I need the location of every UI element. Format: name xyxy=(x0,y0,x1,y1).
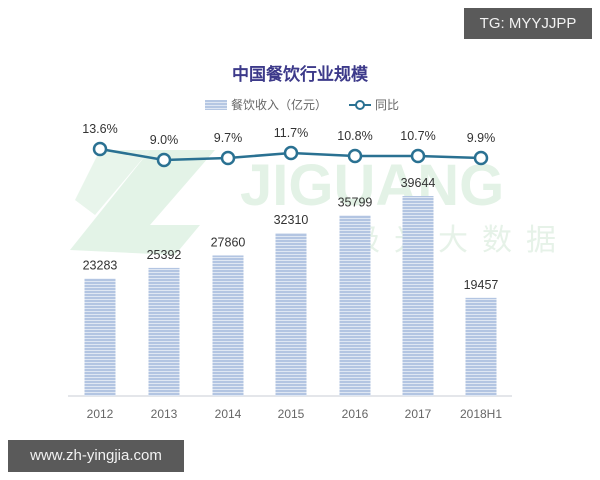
line-point xyxy=(283,145,299,161)
svg-text:JIGUANG: JIGUANG xyxy=(240,153,504,218)
tg-badge: TG: MYYJJPP xyxy=(464,8,592,39)
watermark: JIGUANG 极光大数据 xyxy=(70,150,570,258)
legend: 餐饮收入（亿元） 同比 xyxy=(205,96,399,113)
bar xyxy=(465,297,497,396)
bar xyxy=(84,278,116,396)
x-tick-label: 2017 xyxy=(405,407,432,421)
line-value-label: 9.7% xyxy=(214,131,243,145)
bar-value-label: 32310 xyxy=(274,213,309,227)
line-value-label: 11.7% xyxy=(274,126,309,140)
bar xyxy=(339,215,371,396)
bar xyxy=(212,255,244,396)
x-tick-label: 2012 xyxy=(87,407,114,421)
x-tick-label: 2013 xyxy=(151,407,178,421)
bar-value-label: 19457 xyxy=(464,278,499,292)
bar-value-label: 35799 xyxy=(338,195,373,209)
bar-series: 23283 25392 27860 32310 35799 39644 19457 xyxy=(83,176,499,396)
line-point xyxy=(156,152,172,168)
bar xyxy=(275,232,307,396)
site-badge: www.zh-yingjia.com xyxy=(8,440,184,472)
bar-value-label: 27860 xyxy=(211,235,246,249)
line-point xyxy=(220,150,236,166)
legend-bar-label: 餐饮收入（亿元） xyxy=(231,98,328,112)
line-value-label: 10.8% xyxy=(337,129,372,143)
line-legend-marker-icon xyxy=(349,99,372,110)
x-tick-label: 2015 xyxy=(278,407,305,421)
bar-value-label: 25392 xyxy=(147,248,182,262)
x-tick-label: 2018H1 xyxy=(460,407,502,421)
line-value-label: 9.9% xyxy=(467,131,496,145)
x-tick-label: 2014 xyxy=(215,407,242,421)
bar-legend-swatch-icon xyxy=(205,99,227,110)
chart-title: 中国餐饮行业规模 xyxy=(232,65,368,85)
bar xyxy=(402,196,434,396)
line-series: 13.6% 9.0% 9.7% 11.7% 10.8% 10.7% 9.9% xyxy=(82,122,496,168)
bar-value-label: 23283 xyxy=(83,259,118,273)
x-tick-label: 2016 xyxy=(342,407,369,421)
line-point xyxy=(92,141,108,157)
svg-text:极光大数据: 极光大数据 xyxy=(350,223,570,258)
line-value-label: 13.6% xyxy=(82,122,117,136)
line-point xyxy=(473,150,489,166)
bar xyxy=(148,267,180,396)
legend-line-label: 同比 xyxy=(375,98,400,112)
line-point xyxy=(410,148,426,164)
line-point xyxy=(347,148,363,164)
line-value-label: 9.0% xyxy=(150,133,179,147)
bar-value-label: 39644 xyxy=(401,176,436,190)
x-tick-labels: 2012 2013 2014 2015 2016 2017 2018H1 xyxy=(87,407,503,421)
line-value-label: 10.7% xyxy=(400,129,435,143)
